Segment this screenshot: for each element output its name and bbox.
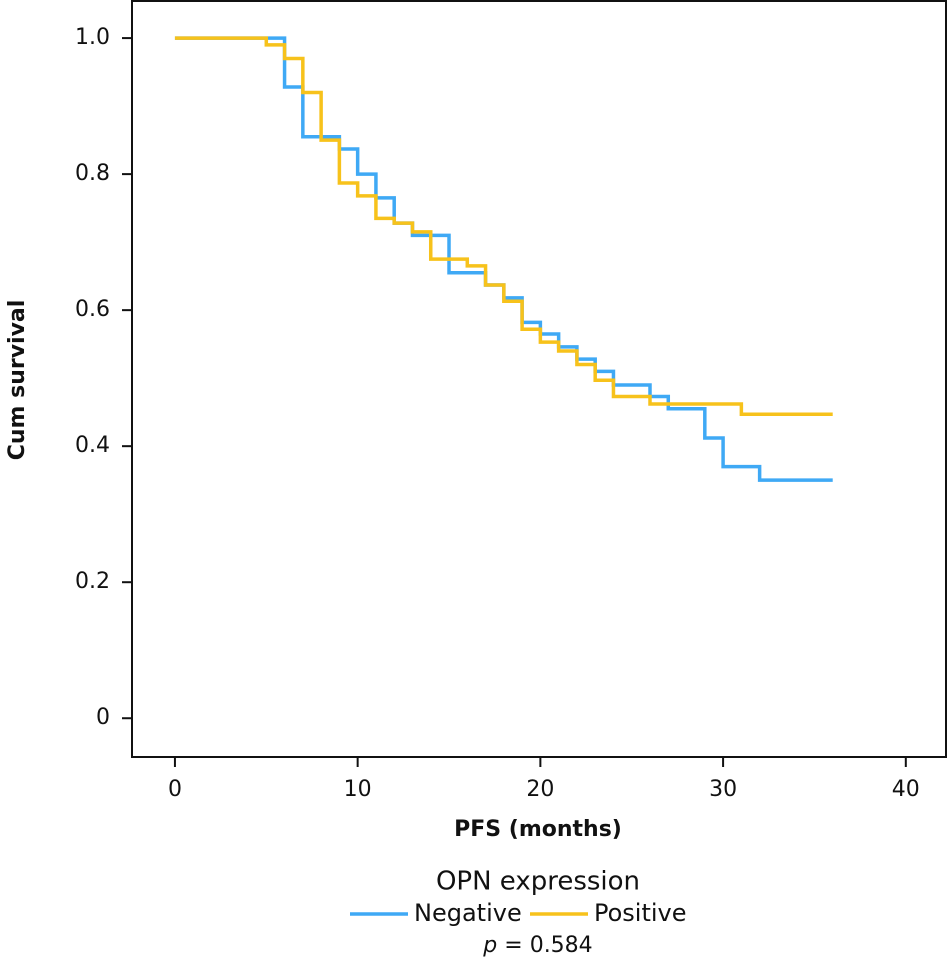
survival-line [174, 36, 833, 482]
plot-frame [131, 0, 947, 758]
y-axis-label: Cum survival [5, 300, 30, 461]
y-tick-label: 0.6 [75, 297, 110, 322]
y-tick-label: 1.0 [75, 25, 110, 50]
x-tick-label: 30 [709, 777, 737, 802]
y-tick-label: 0.8 [75, 161, 110, 186]
annotation: p = 0.584 [482, 933, 592, 958]
legend-label: Negative [414, 899, 522, 927]
survival-line [174, 36, 833, 416]
y-tick-label: 0.4 [75, 433, 110, 458]
y-tick-label: 0 [96, 705, 110, 730]
x-tick-label: 20 [526, 777, 554, 802]
x-tick-label: 40 [892, 777, 920, 802]
annotation-text: = 0.584 [504, 933, 592, 958]
legend-label: Positive [594, 899, 687, 927]
x-tick-label: 10 [344, 777, 372, 802]
legend-title: OPN expression [436, 867, 640, 897]
x-axis-label: PFS (months) [454, 817, 622, 842]
annotation-variable: p [482, 933, 497, 958]
x-tick-label: 0 [168, 777, 182, 802]
y-tick-label: 0.2 [75, 569, 110, 594]
